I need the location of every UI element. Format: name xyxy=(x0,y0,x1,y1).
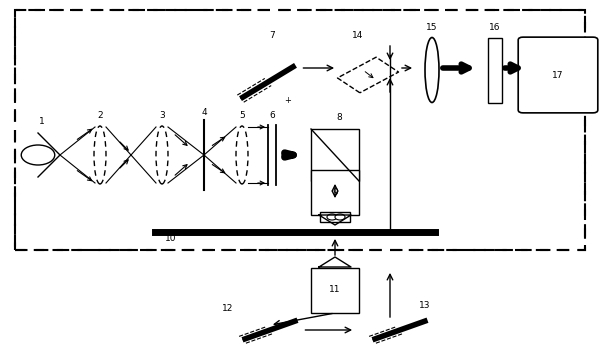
Text: 17: 17 xyxy=(552,71,564,79)
Text: 16: 16 xyxy=(489,23,501,32)
Text: 13: 13 xyxy=(419,301,431,310)
Text: 2: 2 xyxy=(97,111,103,120)
Bar xyxy=(15,10,585,250)
Text: 14: 14 xyxy=(352,31,364,40)
Text: 4: 4 xyxy=(201,108,207,117)
FancyBboxPatch shape xyxy=(518,37,598,113)
Text: 11: 11 xyxy=(329,285,341,295)
Bar xyxy=(311,169,359,214)
Bar xyxy=(311,267,359,313)
Text: 6: 6 xyxy=(269,111,275,120)
Text: 12: 12 xyxy=(223,304,233,313)
Text: 10: 10 xyxy=(165,234,176,243)
Circle shape xyxy=(327,214,337,220)
Bar xyxy=(488,38,502,102)
Circle shape xyxy=(335,214,345,220)
Text: 3: 3 xyxy=(159,111,165,120)
Bar xyxy=(320,212,350,222)
Text: 8: 8 xyxy=(336,113,342,122)
Text: +: + xyxy=(284,96,292,105)
Bar xyxy=(311,129,359,181)
Text: 5: 5 xyxy=(239,111,245,120)
Circle shape xyxy=(21,145,55,165)
Bar xyxy=(15,10,585,250)
Text: 15: 15 xyxy=(426,23,438,32)
Text: 9: 9 xyxy=(332,188,338,197)
Text: 7: 7 xyxy=(269,31,275,40)
Text: 1: 1 xyxy=(39,117,45,126)
